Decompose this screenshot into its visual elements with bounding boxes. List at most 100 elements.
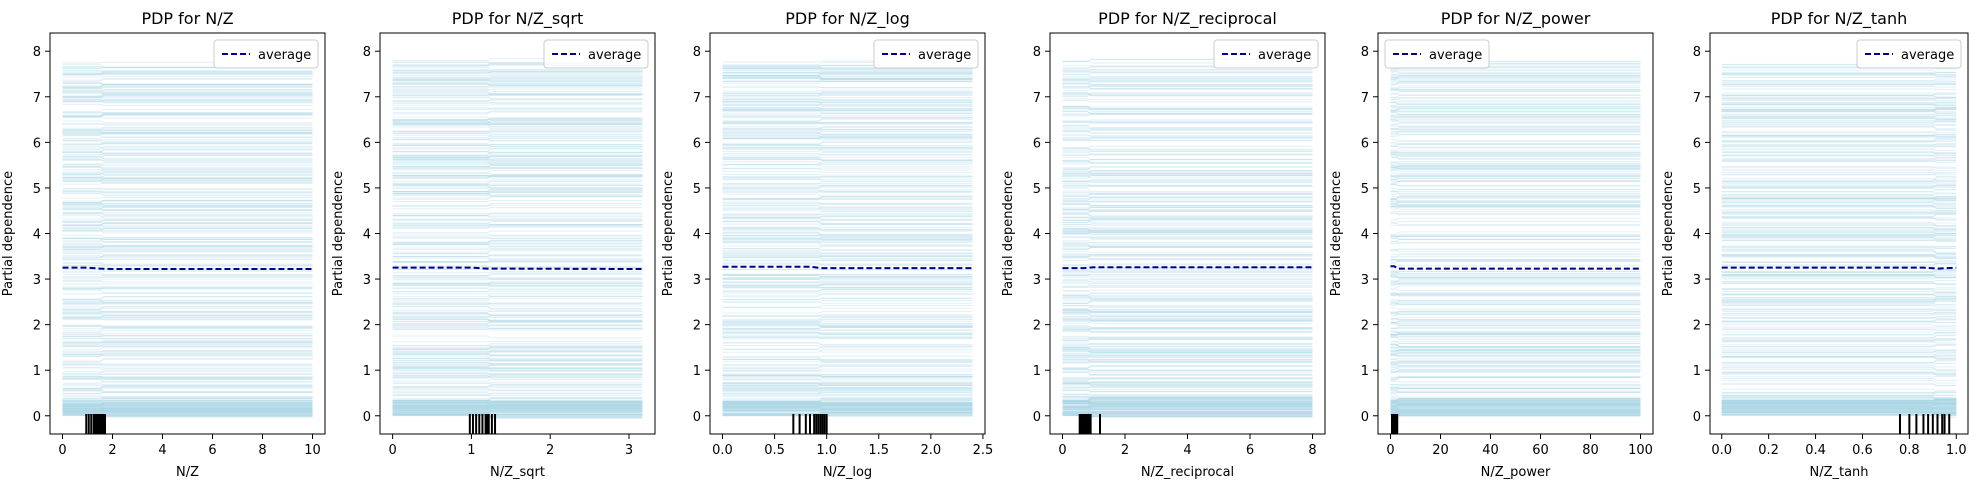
ice-line [1721,263,1957,268]
ice-line [1390,363,1641,366]
ice-line [1721,120,1957,125]
ice-line [1062,219,1313,222]
ice-line [722,325,973,328]
ice-line [1390,349,1641,352]
ice-line [1721,399,1957,404]
y-tick-label: 0 [363,410,371,425]
ice-line [1721,170,1957,174]
ice-line [1062,213,1313,218]
ice-line [392,369,643,373]
ice-line [62,332,313,337]
ice-line [392,215,643,219]
ice-line [1390,317,1641,320]
ice-line [722,325,973,329]
ice-line [392,302,643,305]
ice-line [1721,82,1957,86]
ice-line [1062,300,1313,304]
x-tick-label: 4 [1183,443,1191,458]
ice-line [62,90,313,93]
ice-line [1721,391,1957,396]
ice-line [392,193,643,197]
ice-line [1390,397,1641,402]
ice-line [1062,129,1313,131]
ice-line [62,78,313,82]
ice-line [1390,201,1641,205]
ice-line [1721,412,1957,415]
ice-line [1390,394,1641,398]
ice-line [1390,117,1641,120]
ice-line [62,219,313,222]
ice-line [722,402,973,405]
x-tick-label: 0 [1386,443,1394,458]
ice-line [722,382,973,386]
ice-line [62,408,313,412]
ice-line [1062,148,1313,152]
ice-line [722,237,973,240]
ice-line [1390,410,1641,413]
ice-line [722,401,973,404]
ice-line [62,228,313,232]
ice-line [62,150,313,154]
ice-line [1721,297,1957,301]
ice-line [62,101,313,104]
ice-line [62,376,313,379]
ice-line [62,404,313,407]
ice-line [62,171,313,175]
ice-line [1062,335,1313,340]
ice-line [392,365,643,370]
ice-line [392,225,643,228]
ice-line [1721,151,1957,156]
ice-line [722,274,973,278]
ice-line [392,384,643,388]
ice-line [722,306,973,309]
ice-line [722,288,973,292]
ice-line [392,256,643,260]
ice-line [1390,197,1641,200]
ice-line [1721,298,1957,302]
ice-line [1390,238,1641,243]
ice-line [1721,402,1957,407]
ice-line [722,409,973,412]
ice-line [1062,359,1313,363]
ice-line [1390,376,1641,381]
ice-line [62,409,313,413]
ice-line [1390,410,1641,413]
ice-line [1062,361,1313,364]
ice-line [1721,117,1957,120]
ice-line [722,411,973,414]
ice-line [1721,273,1957,277]
x-tick-label: 3 [625,443,633,458]
x-tick-label: 100 [1628,443,1653,458]
ice-line [722,164,973,167]
ice-line [722,135,973,138]
ice-line [722,373,973,377]
ice-line [722,401,973,405]
ice-line [1390,410,1641,414]
ice-line [722,278,973,283]
x-tick-label: 0.6 [1852,443,1873,458]
ice-line [1062,69,1313,72]
ice-line [62,408,313,412]
ice-line [1062,169,1313,174]
ice-line [1062,328,1313,330]
ice-line [1721,177,1957,182]
ice-line [722,253,973,257]
ice-line [1062,326,1313,330]
ice-line [1390,390,1641,393]
ice-line [722,67,973,70]
x-tick-label: 0.0 [1711,443,1732,458]
ice-line [1390,292,1641,296]
ice-line [1062,92,1313,96]
y-tick-label: 5 [693,182,701,197]
ice-line [1390,274,1641,278]
ice-line [722,277,973,280]
x-tick-label: 0.8 [1899,443,1920,458]
y-tick-label: 6 [693,136,701,151]
ice-line [1062,410,1313,415]
ice-line [1721,254,1957,259]
ice-line [722,273,973,277]
ice-line [1390,76,1641,80]
ice-line [1390,177,1641,181]
ice-line [722,215,973,218]
ice-line [1390,188,1641,192]
